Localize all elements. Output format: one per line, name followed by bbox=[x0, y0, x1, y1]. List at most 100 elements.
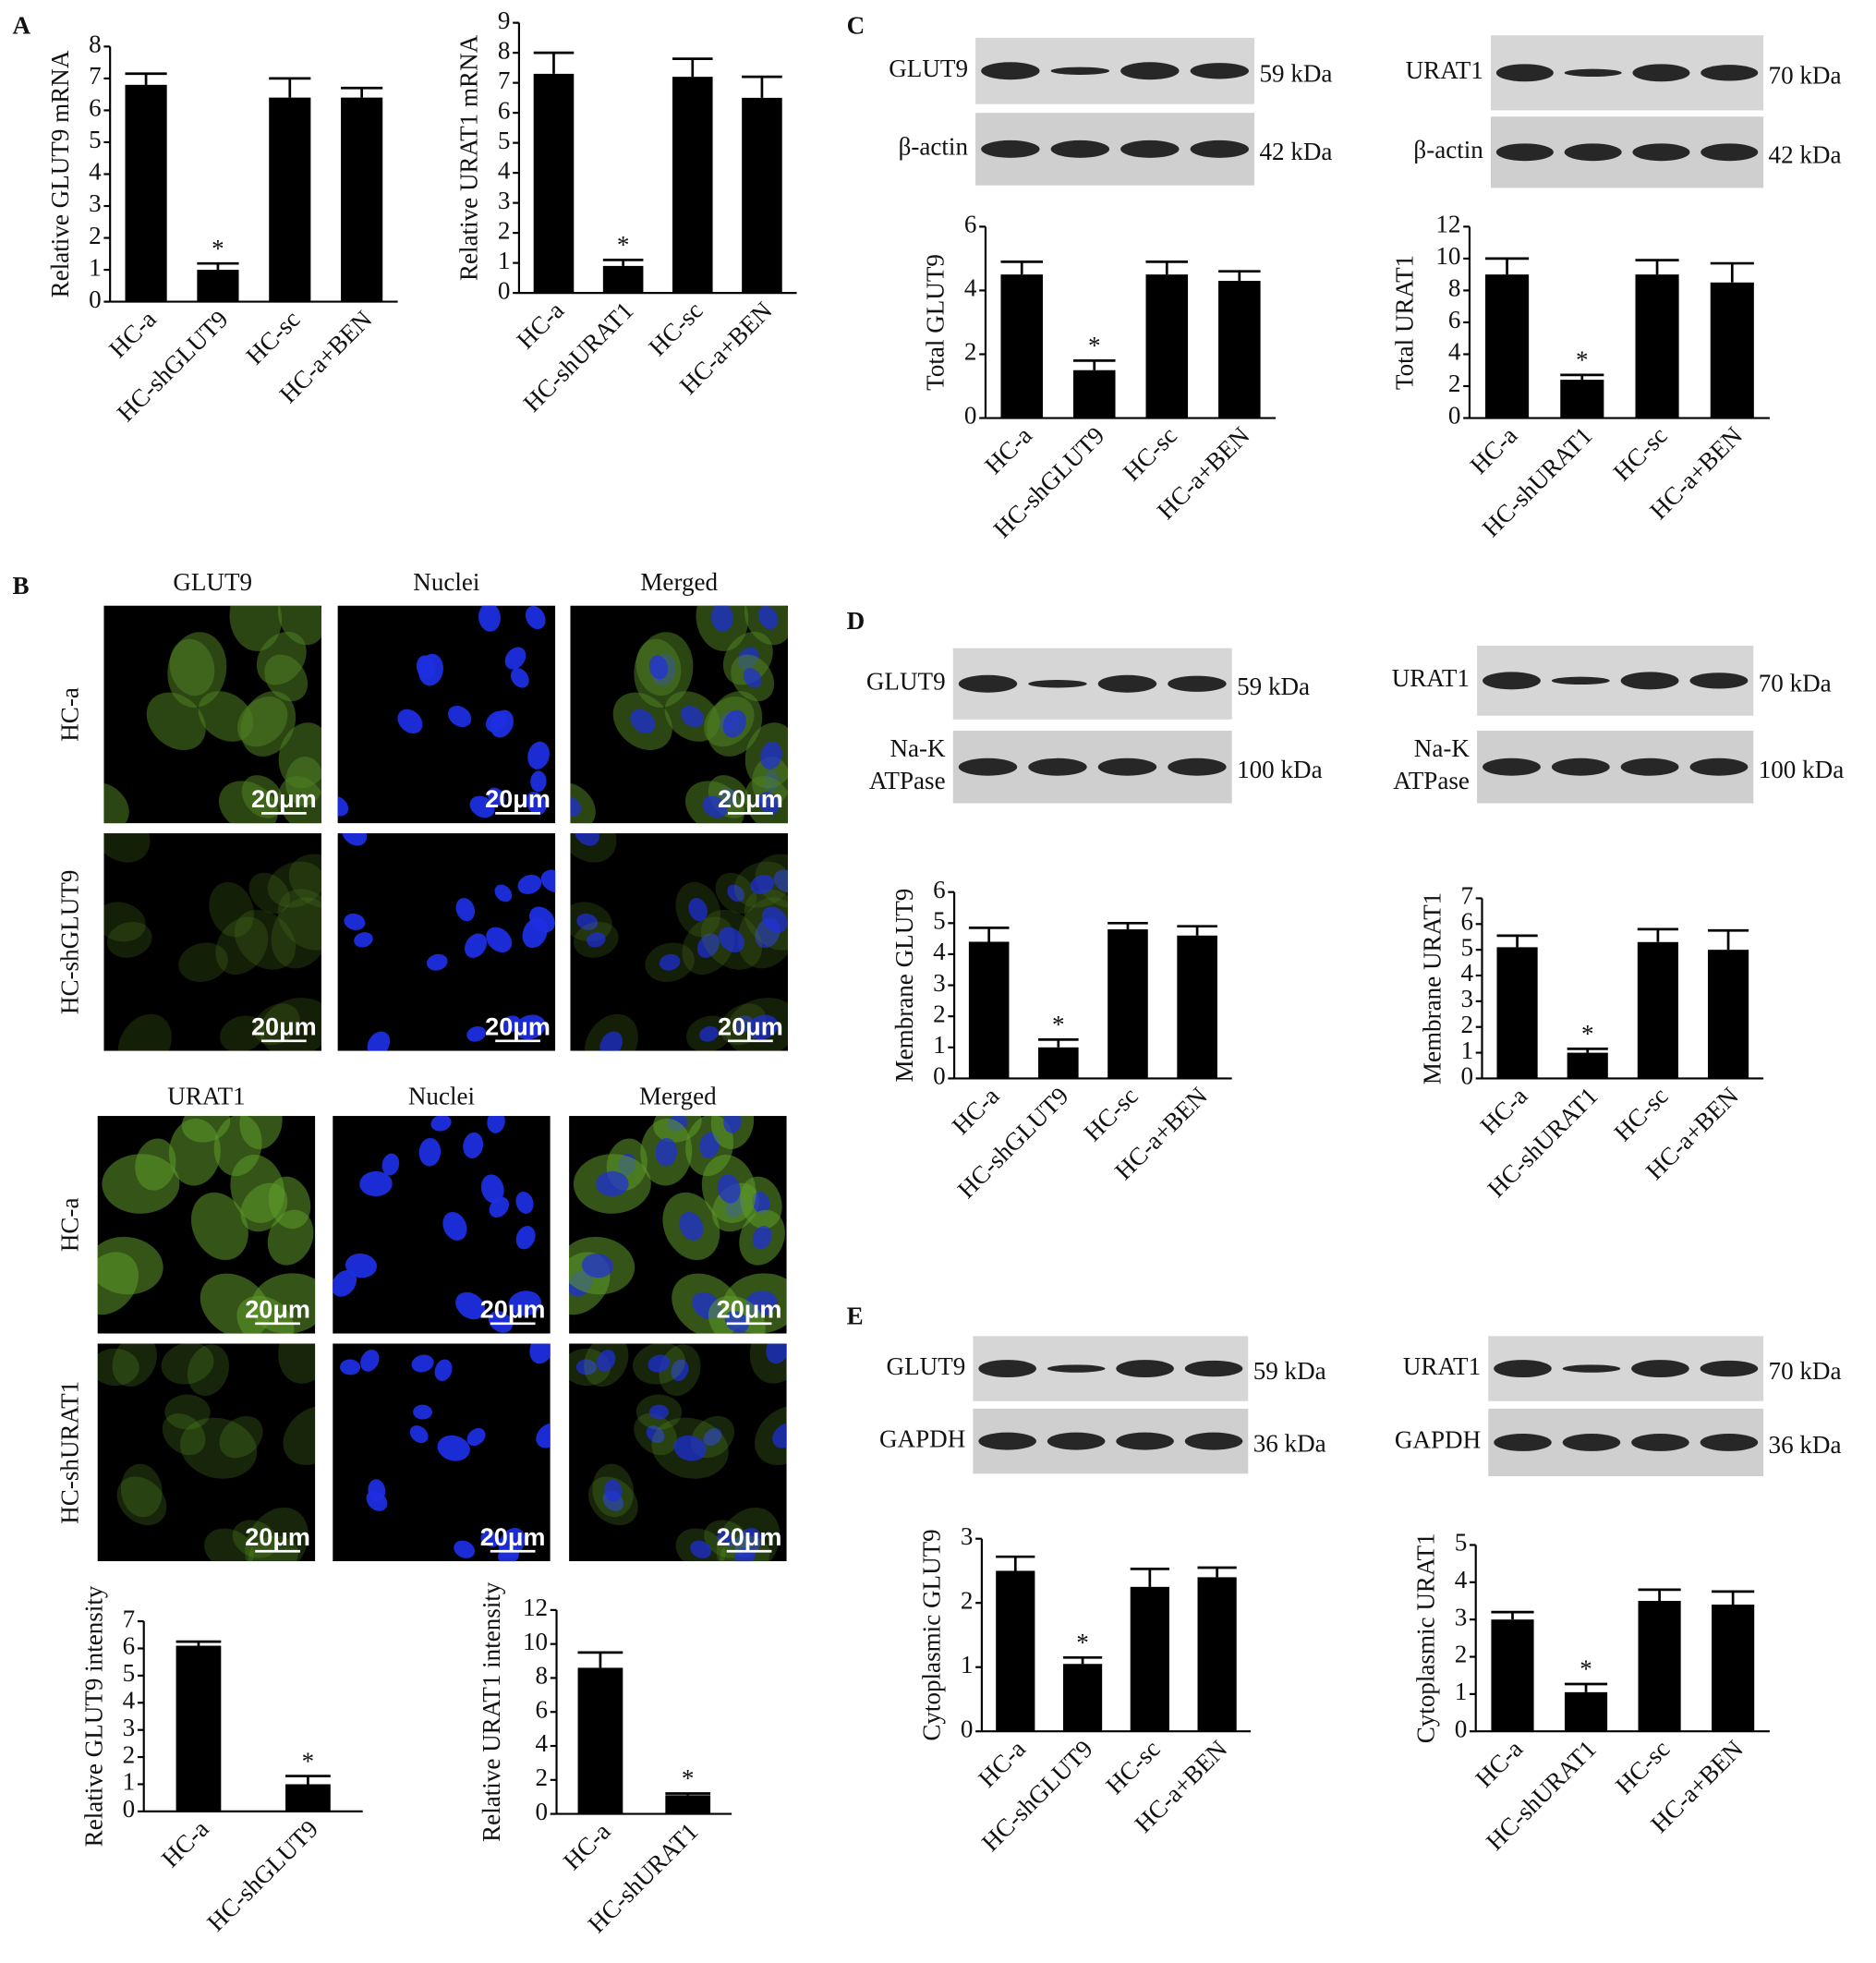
cell-nucleus bbox=[630, 709, 656, 734]
cell-nucleus bbox=[466, 1428, 486, 1447]
bar bbox=[602, 265, 644, 294]
cell-nucleus bbox=[752, 1226, 772, 1250]
error-bar bbox=[1107, 921, 1148, 930]
blot-band bbox=[1047, 1432, 1106, 1450]
bar bbox=[1062, 1664, 1103, 1732]
cell-cytoplasm bbox=[102, 1154, 180, 1214]
blot-band bbox=[1050, 67, 1110, 75]
error-bar bbox=[1197, 1566, 1237, 1578]
scale-bar-label: 20μm bbox=[480, 1522, 546, 1551]
y-tick-label: 4 bbox=[123, 1686, 136, 1714]
blot-band bbox=[1564, 143, 1622, 162]
cell-nucleus bbox=[576, 913, 599, 930]
blot-band bbox=[1632, 64, 1690, 82]
scale-bar-label: 20μm bbox=[485, 1012, 551, 1040]
error-bar bbox=[1485, 257, 1530, 275]
cell-cytoplasm bbox=[168, 1118, 221, 1186]
y-tick-label: 1 bbox=[961, 1651, 974, 1678]
blot-size: 70 kDa bbox=[1769, 1357, 1842, 1385]
cell-nucleus bbox=[515, 1191, 534, 1214]
cell-nucleus bbox=[454, 1540, 476, 1558]
cell-nucleus bbox=[430, 1116, 452, 1132]
cell-nucleus bbox=[717, 1531, 736, 1547]
y-tick-label: 4 bbox=[1455, 1566, 1468, 1593]
blot-size: 36 kDa bbox=[1253, 1430, 1326, 1458]
blot-label: URAT1 bbox=[1403, 1352, 1481, 1380]
panel-label: C bbox=[847, 11, 865, 39]
cell-nucleus bbox=[413, 1404, 433, 1420]
y-axis-label: Cytoplasmic URAT1 bbox=[1411, 1533, 1439, 1743]
cell-nucleus bbox=[699, 1025, 719, 1042]
micrograph bbox=[569, 1116, 787, 1334]
bar bbox=[996, 1570, 1035, 1732]
blot-band bbox=[1120, 139, 1180, 158]
cell-nucleus bbox=[690, 1540, 712, 1558]
cell-nucleus bbox=[463, 1132, 484, 1158]
bar bbox=[1560, 380, 1604, 418]
cell-cytoplasm bbox=[190, 1192, 248, 1261]
cell-cytoplasm bbox=[229, 605, 283, 651]
x-tick-label: HC-sc bbox=[1118, 421, 1182, 486]
row-label: HC-shURAT1 bbox=[56, 1381, 84, 1524]
cell-nucleus bbox=[688, 898, 708, 922]
x-tick-label: HC-a bbox=[979, 421, 1037, 479]
cell-cytoplasm bbox=[236, 1295, 295, 1334]
cell-nucleus bbox=[575, 1359, 598, 1375]
blot-band bbox=[1700, 1360, 1759, 1377]
blot-size: 36 kDa bbox=[1769, 1431, 1842, 1459]
cell-nucleus bbox=[354, 932, 373, 948]
cell-cytoplasm bbox=[162, 1413, 206, 1456]
error-bar bbox=[533, 51, 575, 74]
cell-nucleus bbox=[359, 1170, 393, 1197]
y-tick-label: 0 bbox=[1460, 1062, 1473, 1090]
y-tick-label: 10 bbox=[1435, 242, 1460, 270]
column-header: URAT1 bbox=[167, 1082, 245, 1109]
cell-nucleus bbox=[409, 1425, 429, 1444]
y-tick-label: 2 bbox=[89, 222, 102, 249]
y-tick-label: 0 bbox=[536, 1798, 549, 1825]
cell-cytoplasm bbox=[267, 1209, 314, 1266]
blot-band bbox=[1494, 1433, 1552, 1451]
column-header: GLUT9 bbox=[173, 568, 252, 596]
row-label: HC-a bbox=[56, 1198, 84, 1253]
bar bbox=[1000, 274, 1043, 418]
y-tick-label: 0 bbox=[1448, 402, 1461, 430]
bar bbox=[672, 77, 713, 294]
cell-nucleus bbox=[528, 906, 555, 933]
micrograph bbox=[103, 605, 321, 824]
blot-band bbox=[981, 62, 1040, 80]
y-tick-label: 3 bbox=[1455, 1603, 1468, 1630]
cell-nucleus bbox=[333, 1270, 357, 1297]
x-tick-label: HC-sc bbox=[240, 305, 305, 370]
error-bar bbox=[968, 927, 1010, 942]
error-bar bbox=[1000, 260, 1043, 275]
blot-band bbox=[1689, 673, 1749, 689]
row-label: HC-a bbox=[56, 687, 84, 742]
blot-label: GAPDH bbox=[1395, 1426, 1481, 1454]
micrograph bbox=[333, 1343, 551, 1562]
blot-band bbox=[1495, 143, 1554, 162]
y-axis-label: Total GLUT9 bbox=[922, 254, 950, 391]
y-tick-label: 12 bbox=[1435, 211, 1460, 238]
y-tick-label: 6 bbox=[89, 94, 102, 122]
cell-nucleus bbox=[437, 1435, 470, 1461]
cell-cytoplasm bbox=[278, 776, 321, 824]
y-tick-label: 2 bbox=[536, 1763, 549, 1791]
cell-cytoplasm bbox=[264, 654, 309, 702]
y-axis-label: Membrane GLUT9 bbox=[890, 889, 918, 1083]
x-tick-label: HC-a bbox=[1471, 1735, 1529, 1793]
y-tick-label: 6 bbox=[536, 1695, 549, 1723]
y-tick-label: 4 bbox=[933, 938, 946, 965]
cell-cytoplasm bbox=[239, 1116, 283, 1149]
y-tick-label: 3 bbox=[123, 1714, 136, 1741]
cell-nucleus bbox=[710, 605, 733, 632]
bar bbox=[269, 97, 311, 302]
y-tick-label: 3 bbox=[961, 1522, 974, 1550]
cell-nucleus bbox=[345, 1254, 377, 1278]
error-bar bbox=[1635, 259, 1679, 275]
y-tick-label: 0 bbox=[123, 1795, 136, 1823]
x-tick-label: HC-a bbox=[103, 305, 162, 363]
micrograph-background bbox=[337, 605, 556, 824]
blot-label: GLUT9 bbox=[889, 55, 968, 82]
blot-label: β-actin bbox=[1413, 136, 1483, 164]
